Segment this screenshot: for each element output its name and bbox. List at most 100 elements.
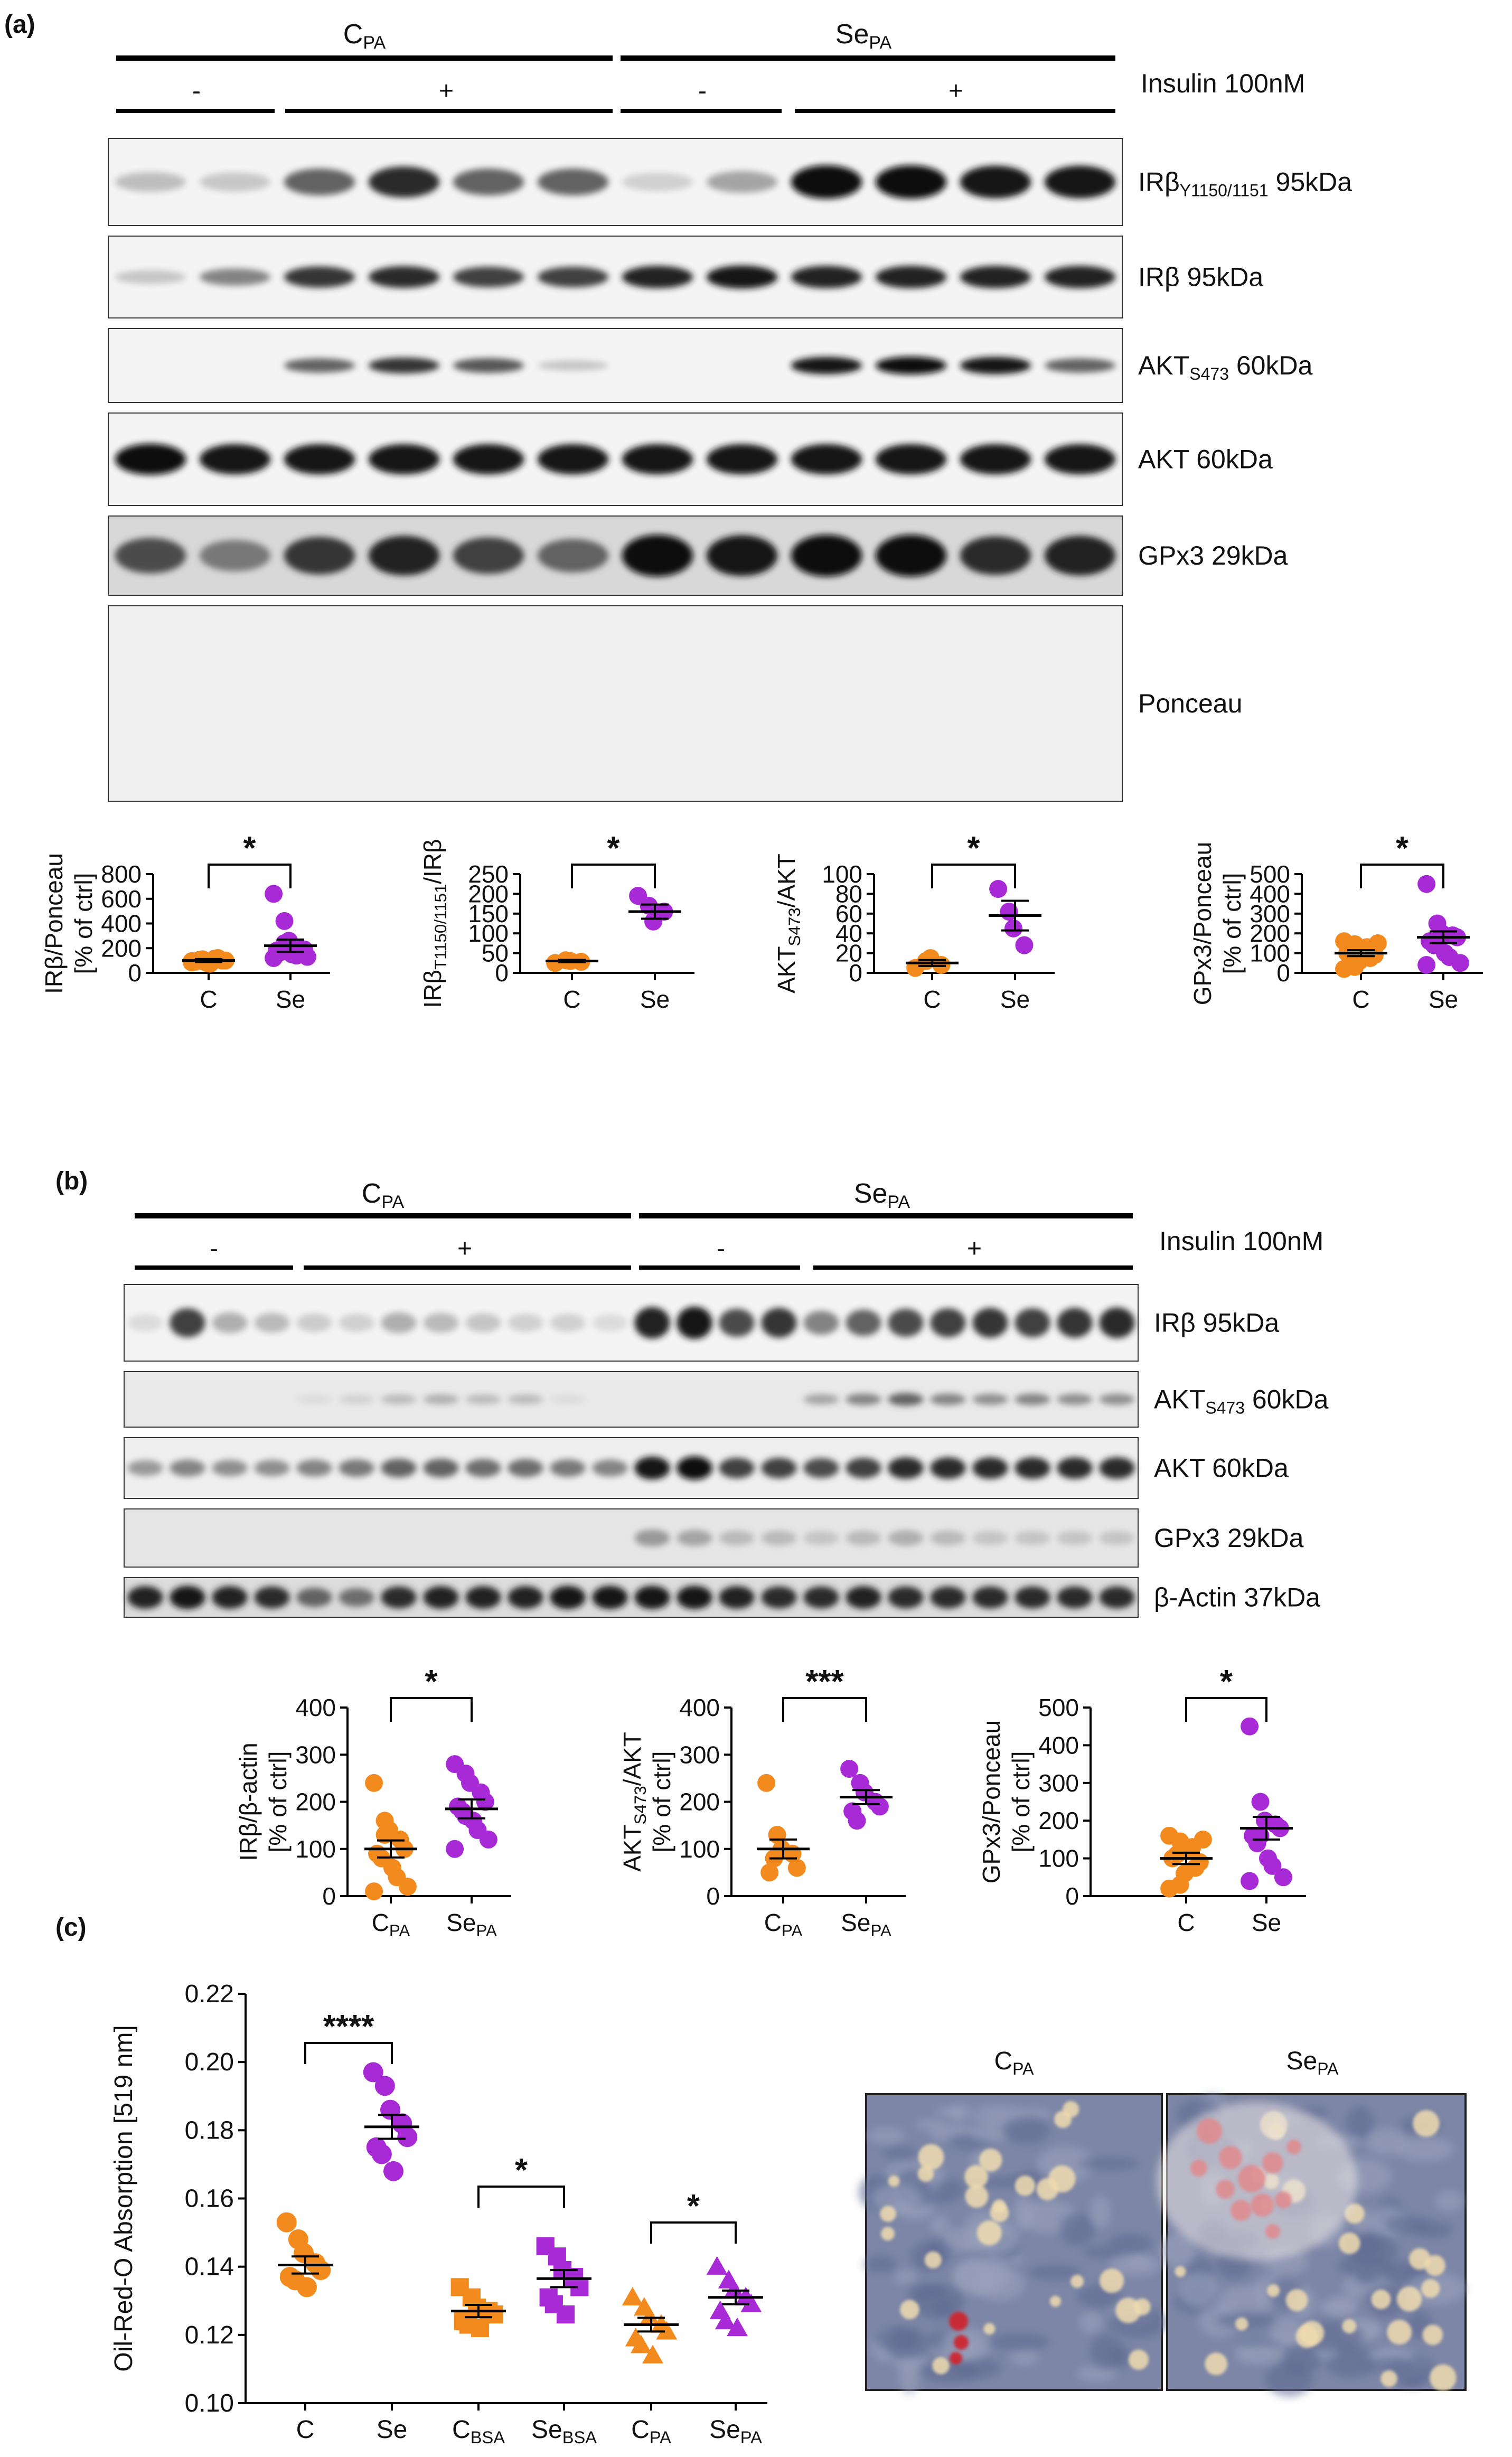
insulin-minus-2: - [698, 77, 707, 105]
lipid-droplet [1342, 2319, 1357, 2333]
cell [921, 2360, 979, 2383]
blot-b-5: β-Actin 37kDa [124, 1577, 1320, 1618]
blot-b-5-band [381, 1586, 417, 1609]
blot-b-3: AKT 60kDa [124, 1437, 1289, 1499]
blot-a-5-membrane [108, 515, 1123, 596]
blot-b-1-band [254, 1312, 290, 1333]
cell [907, 2284, 946, 2300]
blot-a-1-label-main: IRβ [1138, 167, 1180, 197]
significance-marker: * [1220, 1664, 1233, 1700]
blot-a-3-label-tail: 60kDa [1229, 351, 1313, 380]
blot-a-3-label-sub: S473 [1189, 364, 1229, 383]
blot-b-3-band [1015, 1457, 1050, 1479]
significance-bracket [931, 864, 1016, 888]
chart-b3: 0 100 200 300 400 500 C Se GPx3/Ponceau[% of ctr… [978, 1664, 1306, 1936]
data-point [1346, 935, 1364, 953]
cell [863, 2255, 897, 2273]
blot-a-4: AKT 60kDa [108, 412, 1273, 506]
cell [933, 2301, 956, 2315]
cell [1270, 2317, 1304, 2345]
y-axis-label: GPx3/Ponceau[% of ctrl] [978, 1720, 1035, 1883]
cell [1396, 2137, 1454, 2162]
lipid-droplet [1285, 2289, 1308, 2311]
blot-b-1-band [1015, 1308, 1050, 1337]
blot-a-2-band [537, 266, 609, 288]
data-point [642, 2345, 663, 2364]
blot-a-3: AKTS473 60kDa [108, 328, 1313, 403]
y-axis-label: GPx3/Ponceau[% of ctrl] [1189, 842, 1246, 1005]
lipid-droplet [1300, 2321, 1325, 2346]
blot-b-5-band [170, 1586, 205, 1609]
lipid-droplet [1015, 2175, 1036, 2196]
blot-b-3-band [465, 1459, 501, 1477]
data-point [1251, 1793, 1270, 1811]
blot-a-1-band [706, 171, 778, 193]
data-point [298, 948, 316, 966]
micrograph-label-sepa: SePA [1286, 2047, 1339, 2078]
panel-label-b: (b) [55, 1167, 88, 1195]
lipid-droplet [1115, 2297, 1141, 2323]
blot-a-4-band [875, 444, 947, 475]
blot-b-3-band [677, 1456, 712, 1480]
data-point [760, 1863, 779, 1882]
blot-a-1-band [960, 165, 1031, 199]
y-tick-label: 40 [835, 920, 862, 947]
blot-a-1-band [875, 165, 947, 199]
lipid-droplet [924, 2251, 942, 2269]
y-tick-label: 200 [101, 934, 142, 962]
lipid-droplet [1380, 2370, 1397, 2387]
y-tick-label: 200 [679, 1788, 720, 1816]
lipid-droplet [1408, 2248, 1431, 2270]
y-axis-label: IRβT1150/1151/IRβ [419, 839, 450, 1008]
data-point [398, 1878, 417, 1896]
blot-b-3-band [803, 1458, 839, 1478]
blot-b-2-band [339, 1395, 374, 1404]
tick-label: Se [640, 986, 670, 1013]
blot-a-1-band [1044, 165, 1116, 199]
blot-a-1-label-tail: 95kDa [1269, 167, 1353, 197]
blot-a-1-band [537, 168, 609, 195]
blot-b-2-band [972, 1393, 1008, 1405]
blot-a-4-label: AKT 60kDa [1138, 445, 1273, 474]
blot-b-2-band [423, 1394, 459, 1404]
blot-b-2-band [930, 1393, 966, 1405]
blot-a-1-band [115, 172, 186, 192]
data-point [840, 1760, 859, 1778]
data-point [275, 912, 294, 930]
blot-b-3-band [508, 1459, 543, 1477]
y-tick-label: 100 [679, 1835, 720, 1863]
group-label-cpa: CPA [343, 19, 386, 53]
tick-label: SePA [709, 2416, 762, 2447]
blot-b-4-band [972, 1531, 1008, 1545]
blot-b-5-band [1015, 1586, 1050, 1609]
y-tick-label: 250 [468, 860, 509, 888]
blot-b-1-band [719, 1308, 755, 1337]
blot-a-3-label-main: AKT [1138, 351, 1189, 380]
blot-a-5-band [875, 534, 947, 577]
group-label-cpa-b: CPA [362, 1178, 405, 1212]
insulin-minus-b1: - [210, 1235, 218, 1263]
blot-b-3-band [846, 1458, 881, 1478]
blot-b-1-band [972, 1308, 1008, 1338]
cell [1090, 2334, 1123, 2369]
oil-red-o-stain [949, 2312, 968, 2331]
data-point [724, 2280, 745, 2299]
blot-a-5-label-main: GPx3 29kDa [1138, 541, 1288, 570]
data-point [363, 2062, 383, 2083]
y-tick-label: 20 [835, 940, 862, 967]
chart-b2: 0 100 200 300 400 CPA SePA AKTS473/AKT[% of ctr… [618, 1664, 906, 1940]
data-point [706, 2256, 728, 2275]
data-point [1274, 1868, 1292, 1887]
blot-b-1-band [465, 1313, 501, 1333]
blot-b-5-band [846, 1586, 881, 1609]
lipid-droplet [880, 2206, 896, 2222]
lipid-droplet [900, 2300, 919, 2320]
lipid-droplet [976, 2220, 1002, 2246]
blot-a-4-band [706, 444, 778, 475]
blot-b-3-band [1099, 1457, 1135, 1479]
cell [1084, 2246, 1121, 2259]
blot-a-6: Ponceau [108, 605, 1242, 802]
data-point [383, 2161, 403, 2181]
